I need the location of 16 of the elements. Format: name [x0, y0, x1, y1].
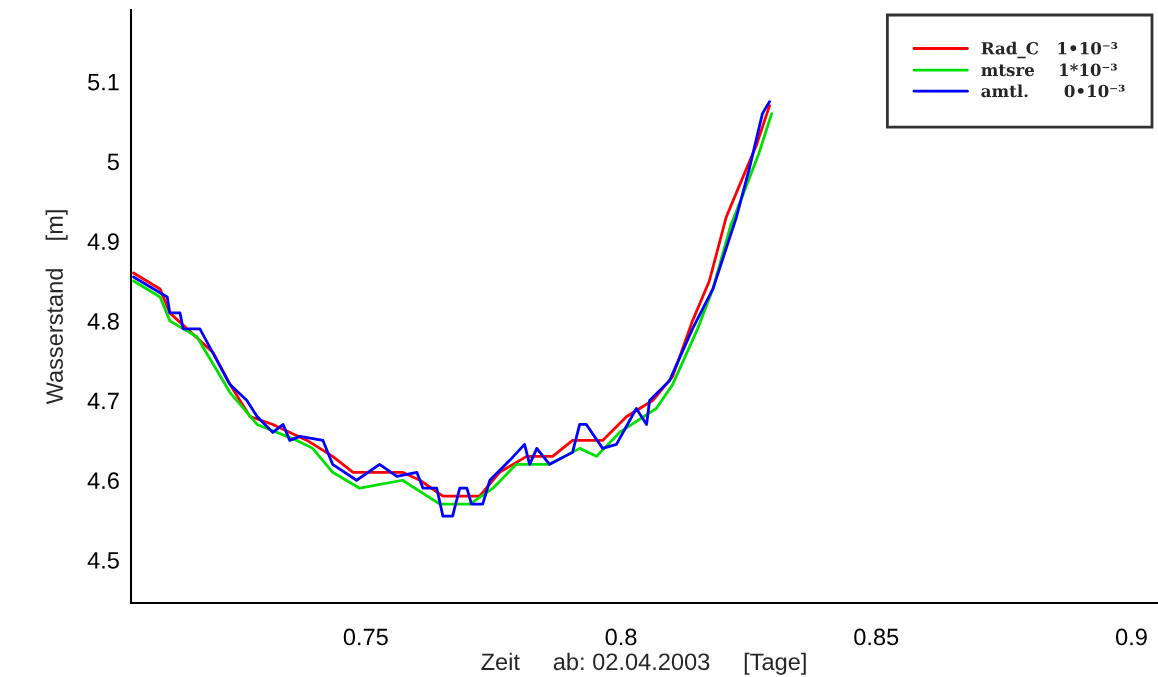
legend-label: Rad_C 1•10⁻³ — [981, 41, 1118, 59]
x-tick-label: 0.9 — [1115, 628, 1147, 646]
y-tick-label: 4.8 — [87, 312, 119, 330]
y-tick-label: 5.1 — [88, 74, 119, 91]
y-tick-label: 4.7 — [87, 392, 119, 410]
x-tick-label: 0.85 — [854, 628, 899, 646]
y-tick-label: 5 — [107, 153, 119, 171]
x-axis-title: Zeit ab: 02.04.2003 [Tage] — [481, 652, 806, 675]
y-axis-title: Wasserstand [m] — [45, 210, 68, 405]
legend-label: amtl. 0•10⁻³ — [981, 84, 1125, 98]
y-tick-label: 4.9 — [87, 233, 119, 250]
x-tick-label: 0.8 — [605, 628, 637, 646]
x-tick-label: 0.75 — [343, 628, 388, 646]
legend-label: mtsre 1*10⁻³ — [981, 63, 1117, 77]
y-tick-label: 4.5 — [87, 552, 119, 569]
y-tick-label: 4.6 — [87, 472, 119, 490]
